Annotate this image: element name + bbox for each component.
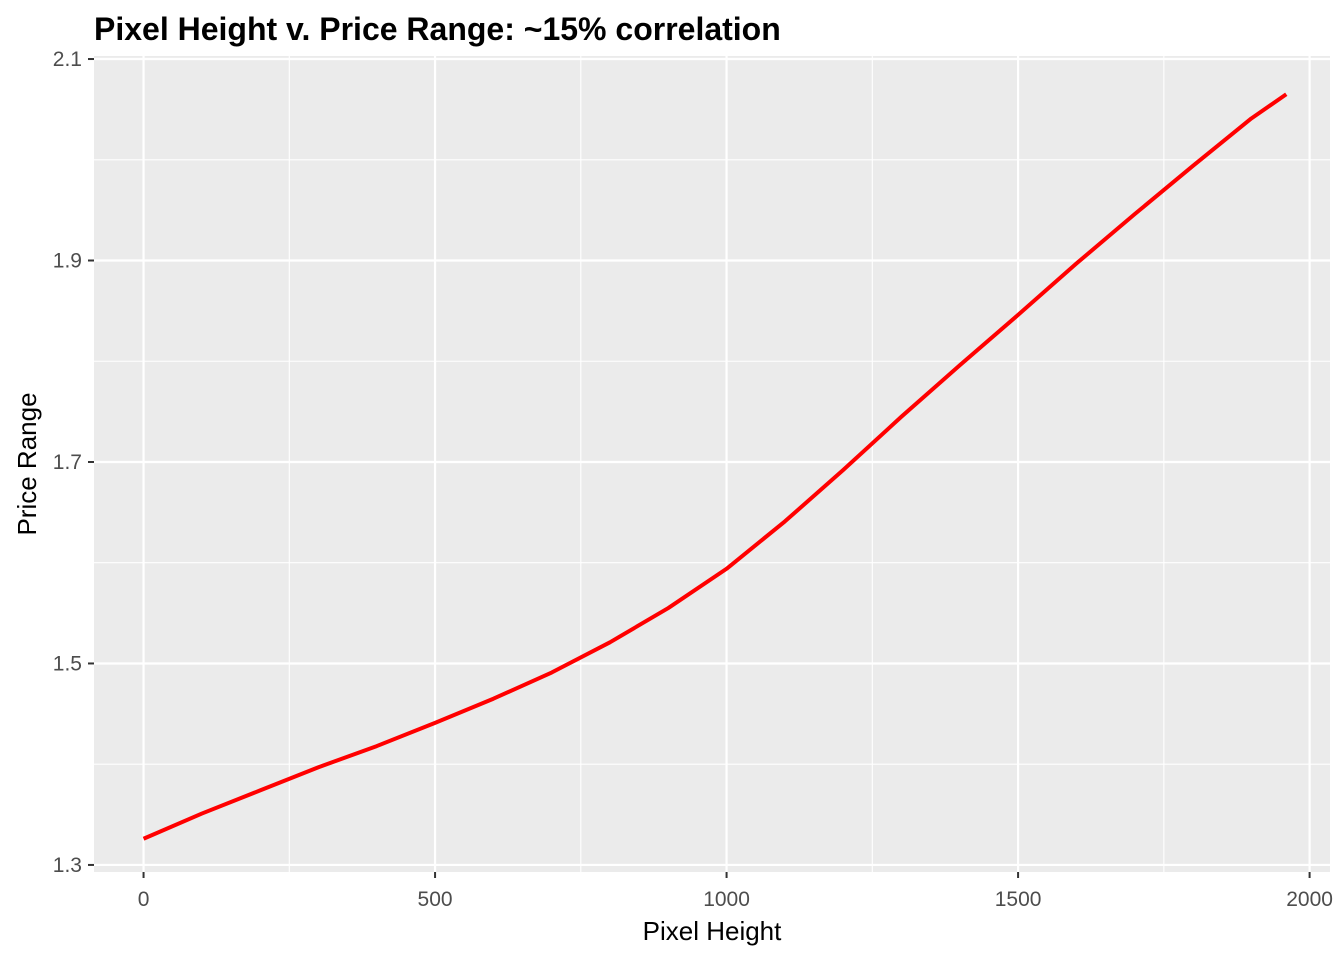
x-tick-label: 500 (418, 888, 453, 911)
chart-title: Pixel Height v. Price Range: ~15% correl… (94, 11, 781, 47)
series-layer (142, 92, 1288, 841)
y-tick-label: 1.3 (53, 854, 82, 877)
x-axis-title: Pixel Height (643, 916, 783, 946)
x-tick-label: 1500 (995, 888, 1042, 911)
grid-major (94, 56, 1330, 872)
y-axis: 1.3 1.5 1.7 1.9 2.1 (53, 48, 94, 877)
y-axis-title: Price Range (12, 392, 42, 535)
series-line (142, 92, 1288, 841)
x-tick-label: 2000 (1286, 888, 1333, 911)
x-tick-label: 1000 (703, 888, 750, 911)
y-tick-label: 1.7 (53, 451, 82, 474)
x-axis: 0 500 1000 1500 2000 (138, 872, 1333, 911)
y-tick-label: 2.1 (53, 48, 82, 71)
y-tick-label: 1.9 (53, 250, 82, 273)
y-tick-label: 1.5 (53, 652, 82, 675)
x-tick-label: 0 (138, 888, 150, 911)
plot-panel (94, 56, 1330, 872)
